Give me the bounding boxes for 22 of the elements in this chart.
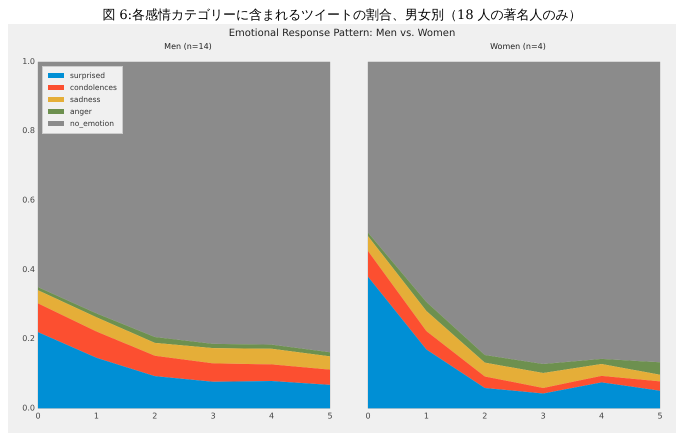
- y-tick-label: 0.2: [22, 334, 35, 344]
- chart-title: Women (n=4): [489, 42, 547, 53]
- x-tick-label: 4: [599, 411, 604, 420]
- x-tick-label: 0: [35, 411, 41, 420]
- x-tick-label: 3: [540, 411, 546, 420]
- y-tick-label: 0.0: [22, 403, 35, 412]
- x-tick-label: 2: [482, 411, 488, 420]
- caption: 図 6:各感情カテゴリーに含まれるツイートの割合、男女別（18 人の著名人のみ）: [101, 8, 583, 24]
- y-tick-label: 0.4: [22, 264, 35, 274]
- x-tick-label: 1: [424, 411, 429, 420]
- x-tick-label: 0: [365, 411, 371, 420]
- y-tick-label: 1.0: [22, 56, 35, 66]
- y-tick-label: 0.8: [22, 126, 35, 136]
- x-tick-label: 2: [152, 411, 158, 420]
- text: Emotional Response Pattern: Men vs. Women: [228, 28, 456, 41]
- chart-title: Men (n=14): [163, 42, 213, 53]
- x-tick-label: 5: [327, 411, 333, 420]
- x-tick-label: 4: [269, 411, 274, 420]
- x-tick-label: 3: [210, 411, 216, 420]
- x-tick-label: 1: [94, 411, 99, 420]
- y-tick-label: 0.6: [22, 196, 35, 205]
- x-tick-label: 5: [657, 411, 663, 420]
